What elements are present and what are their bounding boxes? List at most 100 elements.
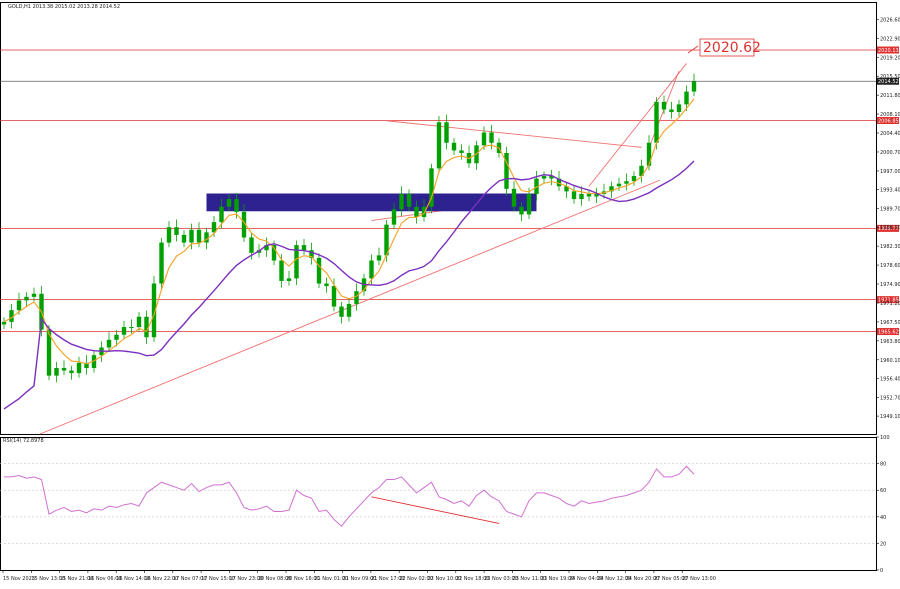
candle-body xyxy=(331,286,337,307)
price-tick-label: 2022.90 xyxy=(880,36,900,42)
candle-body xyxy=(399,193,404,210)
price-tick-label: 2015.50 xyxy=(880,74,900,80)
price-tick-label: 1978.60 xyxy=(880,263,900,269)
price-tick-label: 2004.40 xyxy=(880,131,900,137)
candle-body xyxy=(526,193,532,215)
candle-body xyxy=(534,178,539,194)
price-tick-label: 1974.90 xyxy=(880,282,900,288)
time-tick-label: 21 Nov 17:00 xyxy=(371,576,405,582)
candle-body xyxy=(564,186,569,192)
candle-body xyxy=(309,250,314,258)
candle-body xyxy=(549,176,554,179)
price-tick-label: 2008.10 xyxy=(880,112,900,118)
annotation-text: 2020.62 xyxy=(703,40,761,56)
candle-body xyxy=(286,278,292,281)
price-tick-label: 1956.40 xyxy=(880,377,900,383)
price-tick-label: 2000.70 xyxy=(880,150,900,156)
price-level-tag-text: 2020.13 xyxy=(878,48,899,54)
candle-body xyxy=(571,191,577,200)
candle-body xyxy=(324,283,329,287)
descending-trendline xyxy=(386,120,642,148)
candle-body xyxy=(234,199,239,212)
rsi-tick-label: 40 xyxy=(880,515,886,521)
time-tick-label: 23 Nov 03:00 xyxy=(484,576,518,582)
candle-body xyxy=(616,183,622,187)
candle-body xyxy=(586,193,592,197)
rsi-tick-label: 20 xyxy=(880,541,886,547)
slow-moving-average xyxy=(3,160,695,410)
candle-body xyxy=(114,334,119,340)
candle-body xyxy=(421,206,427,217)
price-level-tag-text: 1985.77 xyxy=(878,226,899,232)
price-level-tag xyxy=(877,46,899,54)
time-tick-label: 17 Nov 15:00 xyxy=(201,576,235,582)
candle-body xyxy=(241,211,247,238)
candle-body xyxy=(24,296,29,301)
time-tick-label: 21 Nov 01:00 xyxy=(314,576,348,582)
candle-body xyxy=(489,132,494,143)
price-level-tag xyxy=(877,77,899,85)
price-level-tag xyxy=(877,296,899,304)
candle-body xyxy=(369,260,374,279)
time-tick-label: 15 Nov 13:00 xyxy=(31,576,65,582)
candle-body xyxy=(129,327,134,329)
candle-body xyxy=(376,255,382,261)
candle-body xyxy=(166,227,172,243)
candle-body xyxy=(669,109,674,113)
time-tick-label: 17 Nov 23:00 xyxy=(229,576,263,582)
candle-body xyxy=(654,101,659,143)
candle-body xyxy=(181,234,187,243)
candle-body xyxy=(594,193,599,197)
candle-body xyxy=(69,370,74,374)
candle-body xyxy=(294,245,299,279)
candle-body xyxy=(414,206,419,217)
candle-body xyxy=(9,310,14,322)
candle-body xyxy=(691,81,697,92)
candle-body xyxy=(174,227,179,235)
price-level-tag-text: 2006.85 xyxy=(878,118,899,124)
price-tick-label: 1982.30 xyxy=(880,244,900,250)
annotation-arrow xyxy=(687,45,699,54)
rsi-frame xyxy=(0,437,877,571)
candle-body xyxy=(144,316,149,338)
time-tick-label: 24 Nov 20:00 xyxy=(626,576,660,582)
candle-body xyxy=(481,132,487,146)
candle-body xyxy=(639,165,644,177)
candle-body xyxy=(661,101,667,110)
candle-body xyxy=(46,329,52,376)
candle-body xyxy=(676,104,682,113)
time-tick-label: 16 Nov 14:00 xyxy=(116,576,150,582)
rsi-tick-label: 0 xyxy=(880,568,883,574)
price-tick-label: 2026.60 xyxy=(880,17,900,23)
time-tick-label: 15 Nov 21:00 xyxy=(60,576,94,582)
candle-body xyxy=(61,367,67,371)
candle-body xyxy=(271,245,277,261)
price-tick-label: 1949.10 xyxy=(880,414,900,420)
candle-body xyxy=(316,257,322,284)
candle-body xyxy=(504,152,509,189)
time-tick-label: 17 Nov 07:00 xyxy=(173,576,207,582)
candle-body xyxy=(54,367,59,376)
candle-body xyxy=(16,300,22,311)
rsi-tick-label: 80 xyxy=(880,462,886,468)
rsi-divergence-line xyxy=(371,496,500,524)
candle-body xyxy=(226,199,232,207)
price-tick-label: 1986.00 xyxy=(880,225,900,231)
candle-body xyxy=(406,193,412,207)
candles-layer xyxy=(1,73,697,383)
moving-averages-layer xyxy=(3,98,695,410)
zone-layer xyxy=(206,193,537,212)
fast-moving-average xyxy=(3,98,695,365)
price-level-tag-text: 1971.85 xyxy=(878,297,899,303)
price-tick-label: 1963.80 xyxy=(880,339,900,345)
time-tick-label: 15 Nov 2023 xyxy=(3,576,35,582)
candle-body xyxy=(264,245,269,251)
candle-body xyxy=(339,306,344,317)
candle-body xyxy=(579,193,584,200)
grid-layer xyxy=(0,2,877,571)
price-tick-label: 1967.50 xyxy=(880,320,900,326)
candle-body xyxy=(354,291,359,304)
candle-body xyxy=(159,242,164,284)
